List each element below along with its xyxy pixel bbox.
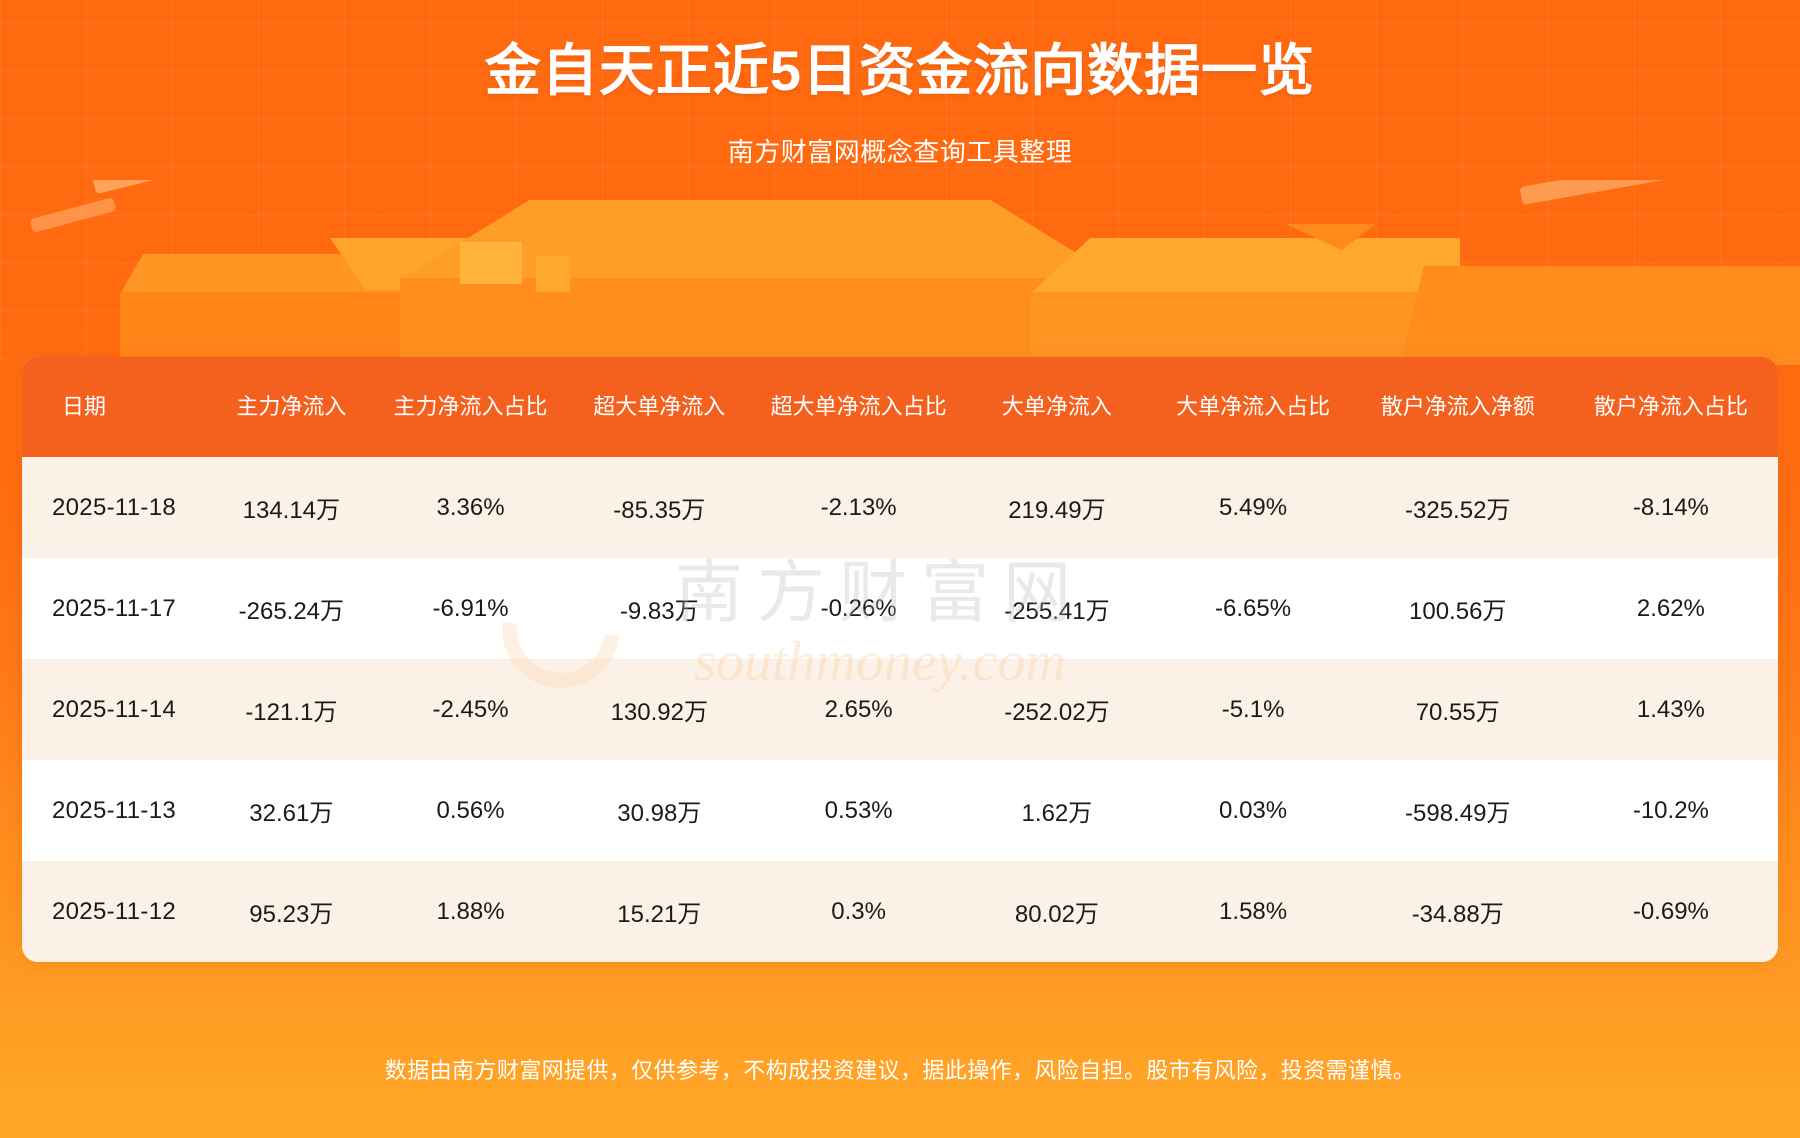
column-header-main-pct[interactable]: 主力净流入占比: [380, 357, 561, 457]
cell-main-pct: 0.56%: [380, 760, 561, 861]
cell-xlarge-pct: 2.65%: [757, 659, 960, 760]
cell-date: 2025-11-12: [22, 861, 203, 962]
cell-date: 2025-11-14: [22, 659, 203, 760]
cell-retail-net: 70.55万: [1351, 659, 1564, 760]
cell-xlarge-pct: -0.26%: [757, 558, 960, 659]
decor-block: [120, 254, 410, 294]
cell-main-net: -121.1万: [202, 659, 381, 760]
table-row: 2025-11-13 32.61万 0.56% 30.98万 0.53% 1.6…: [22, 760, 1778, 861]
cell-large-pct: -6.65%: [1154, 558, 1352, 659]
cell-large-pct: -5.1%: [1154, 659, 1352, 760]
cell-large-net: -255.41万: [959, 558, 1155, 659]
cell-date: 2025-11-18: [22, 457, 203, 558]
cell-main-pct: -2.45%: [380, 659, 561, 760]
fund-flow-table-card: 日期 主力净流入 主力净流入占比 超大单净流入 超大单净流入占比 大单净流入 大…: [22, 357, 1778, 962]
cell-xlarge-pct: 0.53%: [757, 760, 960, 861]
column-header-large-pct[interactable]: 大单净流入占比: [1154, 357, 1352, 457]
cell-main-net: 95.23万: [202, 861, 381, 962]
decor-streak: [1519, 180, 1671, 205]
table-row: 2025-11-12 95.23万 1.88% 15.21万 0.3% 80.0…: [22, 861, 1778, 962]
decor-block: [400, 278, 1120, 365]
cell-large-net: 1.62万: [959, 760, 1155, 861]
cell-main-pct: 1.88%: [380, 861, 561, 962]
cell-retail-pct: 1.43%: [1563, 659, 1778, 760]
decor-streak: [91, 180, 213, 195]
cell-xlarge-net: 30.98万: [560, 760, 758, 861]
cell-large-pct: 0.03%: [1154, 760, 1352, 861]
page-title: 金自天正近5日资金流向数据一览: [484, 39, 1316, 102]
cell-xlarge-net: 130.92万: [560, 659, 758, 760]
decorative-podium-graphic: [0, 180, 1800, 365]
cell-large-net: -252.02万: [959, 659, 1155, 760]
cell-retail-pct: -10.2%: [1563, 760, 1778, 861]
fund-flow-table: 日期 主力净流入 主力净流入占比 超大单净流入 超大单净流入占比 大单净流入 大…: [22, 357, 1778, 962]
table-body: 2025-11-18 134.14万 3.36% -85.35万 -2.13% …: [22, 457, 1778, 962]
cell-retail-net: -325.52万: [1351, 457, 1564, 558]
cell-xlarge-net: -9.83万: [560, 558, 758, 659]
cell-xlarge-pct: -2.13%: [757, 457, 960, 558]
column-header-large-net[interactable]: 大单净流入: [959, 357, 1155, 457]
cell-main-net: 134.14万: [202, 457, 381, 558]
page-subtitle: 南方财富网概念查询工具整理: [727, 137, 1073, 167]
decor-streak: [29, 197, 117, 233]
column-header-main-net[interactable]: 主力净流入: [202, 357, 381, 457]
column-header-date[interactable]: 日期: [22, 357, 203, 457]
cell-retail-net: -34.88万: [1351, 861, 1564, 962]
cell-main-pct: 3.36%: [380, 457, 561, 558]
column-header-retail-net[interactable]: 散户净流入净额: [1351, 357, 1564, 457]
decor-block: [460, 242, 522, 284]
cell-xlarge-net: -85.35万: [560, 457, 758, 558]
cell-retail-pct: -0.69%: [1563, 861, 1778, 962]
table-header-row: 日期 主力净流入 主力净流入占比 超大单净流入 超大单净流入占比 大单净流入 大…: [22, 357, 1778, 457]
column-header-xlarge-pct[interactable]: 超大单净流入占比: [757, 357, 960, 457]
cell-large-net: 219.49万: [959, 457, 1155, 558]
decor-streak: [1286, 224, 1376, 250]
cell-xlarge-net: 15.21万: [560, 861, 758, 962]
column-header-retail-pct[interactable]: 散户净流入占比: [1563, 357, 1778, 457]
cell-retail-pct: -8.14%: [1563, 457, 1778, 558]
cell-date: 2025-11-13: [22, 760, 203, 861]
cell-xlarge-pct: 0.3%: [757, 861, 960, 962]
footer-disclaimer: 数据由南方财富网提供，仅供参考，不构成投资建议，据此操作，风险自担。股市有风险，…: [384, 1058, 1416, 1083]
cell-main-net: 32.61万: [202, 760, 381, 861]
decor-block: [1030, 238, 1460, 294]
column-header-xlarge-net[interactable]: 超大单净流入: [560, 357, 758, 457]
cell-large-net: 80.02万: [959, 861, 1155, 962]
cell-date: 2025-11-17: [22, 558, 203, 659]
table-row: 2025-11-14 -121.1万 -2.45% 130.92万 2.65% …: [22, 659, 1778, 760]
decor-block: [536, 256, 570, 292]
cell-retail-net: -598.49万: [1351, 760, 1564, 861]
cell-retail-net: 100.56万: [1351, 558, 1564, 659]
table-row: 2025-11-18 134.14万 3.36% -85.35万 -2.13% …: [22, 457, 1778, 558]
decor-block: [1400, 266, 1800, 365]
cell-main-net: -265.24万: [202, 558, 381, 659]
cell-retail-pct: 2.62%: [1563, 558, 1778, 659]
table-row: 2025-11-17 -265.24万 -6.91% -9.83万 -0.26%…: [22, 558, 1778, 659]
decor-block: [120, 292, 410, 365]
cell-main-pct: -6.91%: [380, 558, 561, 659]
decor-block: [1030, 292, 1460, 365]
cell-large-pct: 5.49%: [1154, 457, 1352, 558]
cell-large-pct: 1.58%: [1154, 861, 1352, 962]
decor-block: [330, 238, 630, 290]
hero-banner: 金自天正近5日资金流向数据一览 南方财富网概念查询工具整理: [0, 0, 1800, 169]
decor-block: [400, 200, 1120, 280]
